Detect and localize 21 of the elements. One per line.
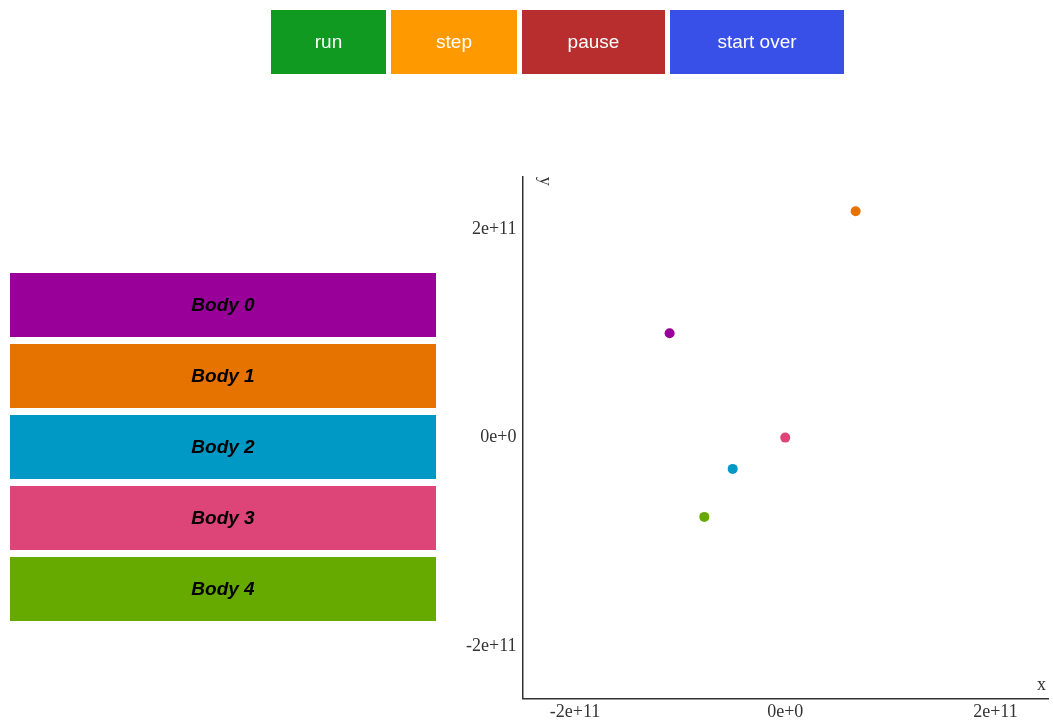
y-tick-label: 2e+11 — [471, 217, 517, 238]
text: Body 3 — [10, 486, 436, 550]
point — [699, 511, 710, 522]
button[interactable]: run — [271, 10, 386, 74]
text: Body 0 — [10, 273, 436, 337]
x-axis-title: x — [1037, 674, 1046, 695]
text: Body 4 — [10, 557, 436, 621]
button[interactable]: pause — [522, 10, 665, 74]
y-tick-label: -2e+11 — [466, 634, 517, 655]
y-axis-title: y — [535, 176, 556, 186]
point — [727, 463, 738, 474]
text: Body 2 — [10, 415, 436, 479]
text: Body 1 — [10, 344, 436, 408]
button[interactable]: start over — [670, 10, 844, 74]
point — [780, 432, 791, 443]
x-tick-label: 0e+0 — [767, 700, 804, 721]
y-tick-label: 0e+0 — [480, 426, 517, 447]
x-tick-label: -2e+11 — [549, 700, 601, 721]
x-tick-label: 2e+11 — [973, 700, 1018, 721]
point — [664, 328, 675, 339]
point — [850, 206, 861, 217]
